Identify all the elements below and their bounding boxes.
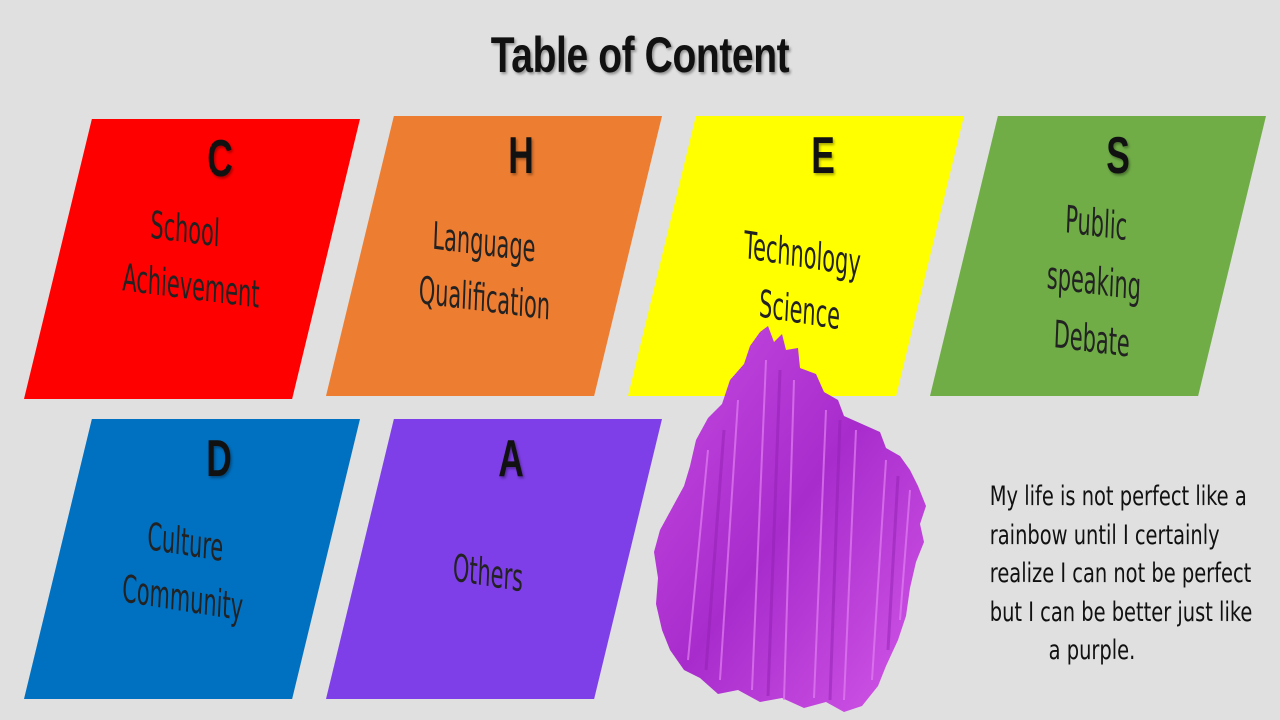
quote-line: but I can be better just like [989,596,1253,628]
tile-letter: S [1106,127,1130,185]
tile-culture-community[interactable]: D Culture Community [24,419,360,699]
tile-label: Language Qualification [418,206,551,334]
quote-line: rainbow until I certainly [989,519,1220,551]
tile-others[interactable]: A Others [326,419,662,699]
tile-label: Culture Community [121,505,247,636]
tile-label: School Achievement [121,193,261,320]
tile-letter: E [811,127,835,185]
purple-paint-stroke-image [654,326,926,712]
tile-public-speaking-debate[interactable]: S Public speaking Debate [930,116,1266,396]
tile-letter: C [207,130,233,188]
tile-language-qualification[interactable]: H Language Qualification [326,116,662,396]
tile-letter: H [508,127,534,185]
quote-line: a purple. [1048,635,1136,666]
tile-label: Public speaking Debate [1036,187,1152,375]
tile-letter: D [206,430,232,488]
quote-line: realize I can not be perfect [989,558,1252,589]
quote-text: My life is not perfect like a rainbow un… [989,478,1253,671]
slide-title: Table of Content [490,27,790,83]
tile-letter: A [498,430,524,488]
tile-school-achievement[interactable]: C School Achievement [24,119,360,399]
quote-line: My life is not perfect like a [989,481,1247,512]
